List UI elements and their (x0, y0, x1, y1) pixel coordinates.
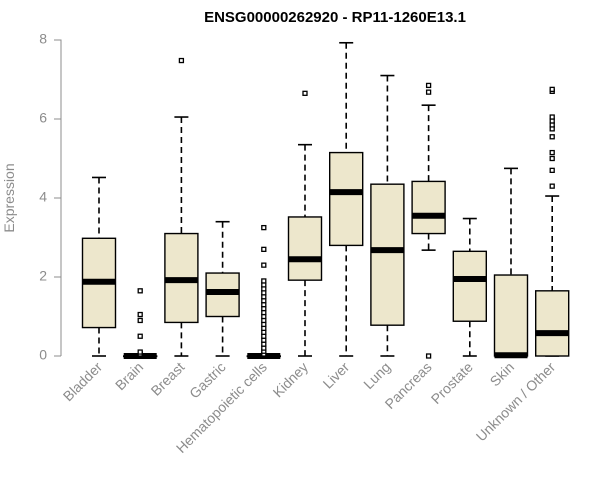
outlier-point (549, 183, 555, 189)
outlier-point (137, 317, 143, 324)
y-tick-label: 6 (39, 110, 47, 126)
x-tick-label-skin: Skin (487, 359, 518, 390)
box-breast (164, 57, 199, 357)
y-tick-label: 2 (39, 268, 47, 284)
outlier-point (261, 224, 267, 231)
box-hematopoietic-cells (246, 224, 282, 359)
outlier-point (137, 349, 143, 355)
box-lung (370, 74, 405, 357)
boxes-group (81, 41, 570, 359)
outlier-point (137, 311, 143, 318)
iqr-box (287, 216, 323, 281)
box-prostate (452, 217, 487, 357)
outlier-point (178, 57, 185, 64)
outlier-point (137, 288, 143, 294)
x-tick-label-lung: Lung (360, 359, 393, 392)
outlier-point (261, 246, 267, 253)
outlier-point (425, 89, 432, 95)
outlier-point (549, 86, 555, 93)
outlier-point (549, 114, 555, 120)
x-tick-label-liver: Liver (320, 359, 353, 392)
iqr-box (411, 180, 446, 235)
outlier-point (302, 90, 308, 96)
box-kidney (287, 90, 323, 357)
iqr-box (370, 183, 405, 326)
x-tick-label-breast: Breast (148, 359, 188, 399)
box-bladder (81, 176, 117, 357)
outlier-point (549, 149, 555, 156)
box-brain (122, 288, 158, 359)
y-tick-label: 0 (39, 347, 47, 363)
chart-title: ENSG00000262920 - RP11-1260E13.1 (204, 9, 466, 26)
iqr-box (452, 250, 487, 322)
y-tick-label: 8 (39, 31, 47, 47)
box-unknown-other (535, 86, 570, 357)
x-tick-label-bladder: Bladder (60, 359, 106, 405)
y-axis-label: Expression (1, 163, 17, 232)
x-tick-label-prostate: Prostate (428, 359, 476, 407)
iqr-box (493, 274, 529, 357)
box-skin (493, 167, 529, 359)
y-axis-ticks: 0 2 4 6 8 (39, 31, 61, 363)
iqr-box (329, 151, 364, 247)
outlier-point (137, 333, 143, 339)
outlier-point (549, 167, 555, 174)
x-tick-label-brain: Brain (112, 359, 146, 393)
x-tick-label-kidney: Kidney (270, 359, 312, 401)
iqr-box (535, 290, 570, 357)
outlier-point (261, 262, 267, 268)
outlier-point (549, 155, 555, 162)
y-tick-label: 4 (39, 189, 47, 205)
outlier-point (549, 134, 555, 140)
box-liver (329, 41, 364, 357)
box-gastric (205, 220, 240, 357)
outlier-point (425, 353, 432, 359)
outlier-point (425, 82, 432, 89)
box-pancreas (411, 82, 446, 359)
outlier-point (261, 278, 267, 284)
